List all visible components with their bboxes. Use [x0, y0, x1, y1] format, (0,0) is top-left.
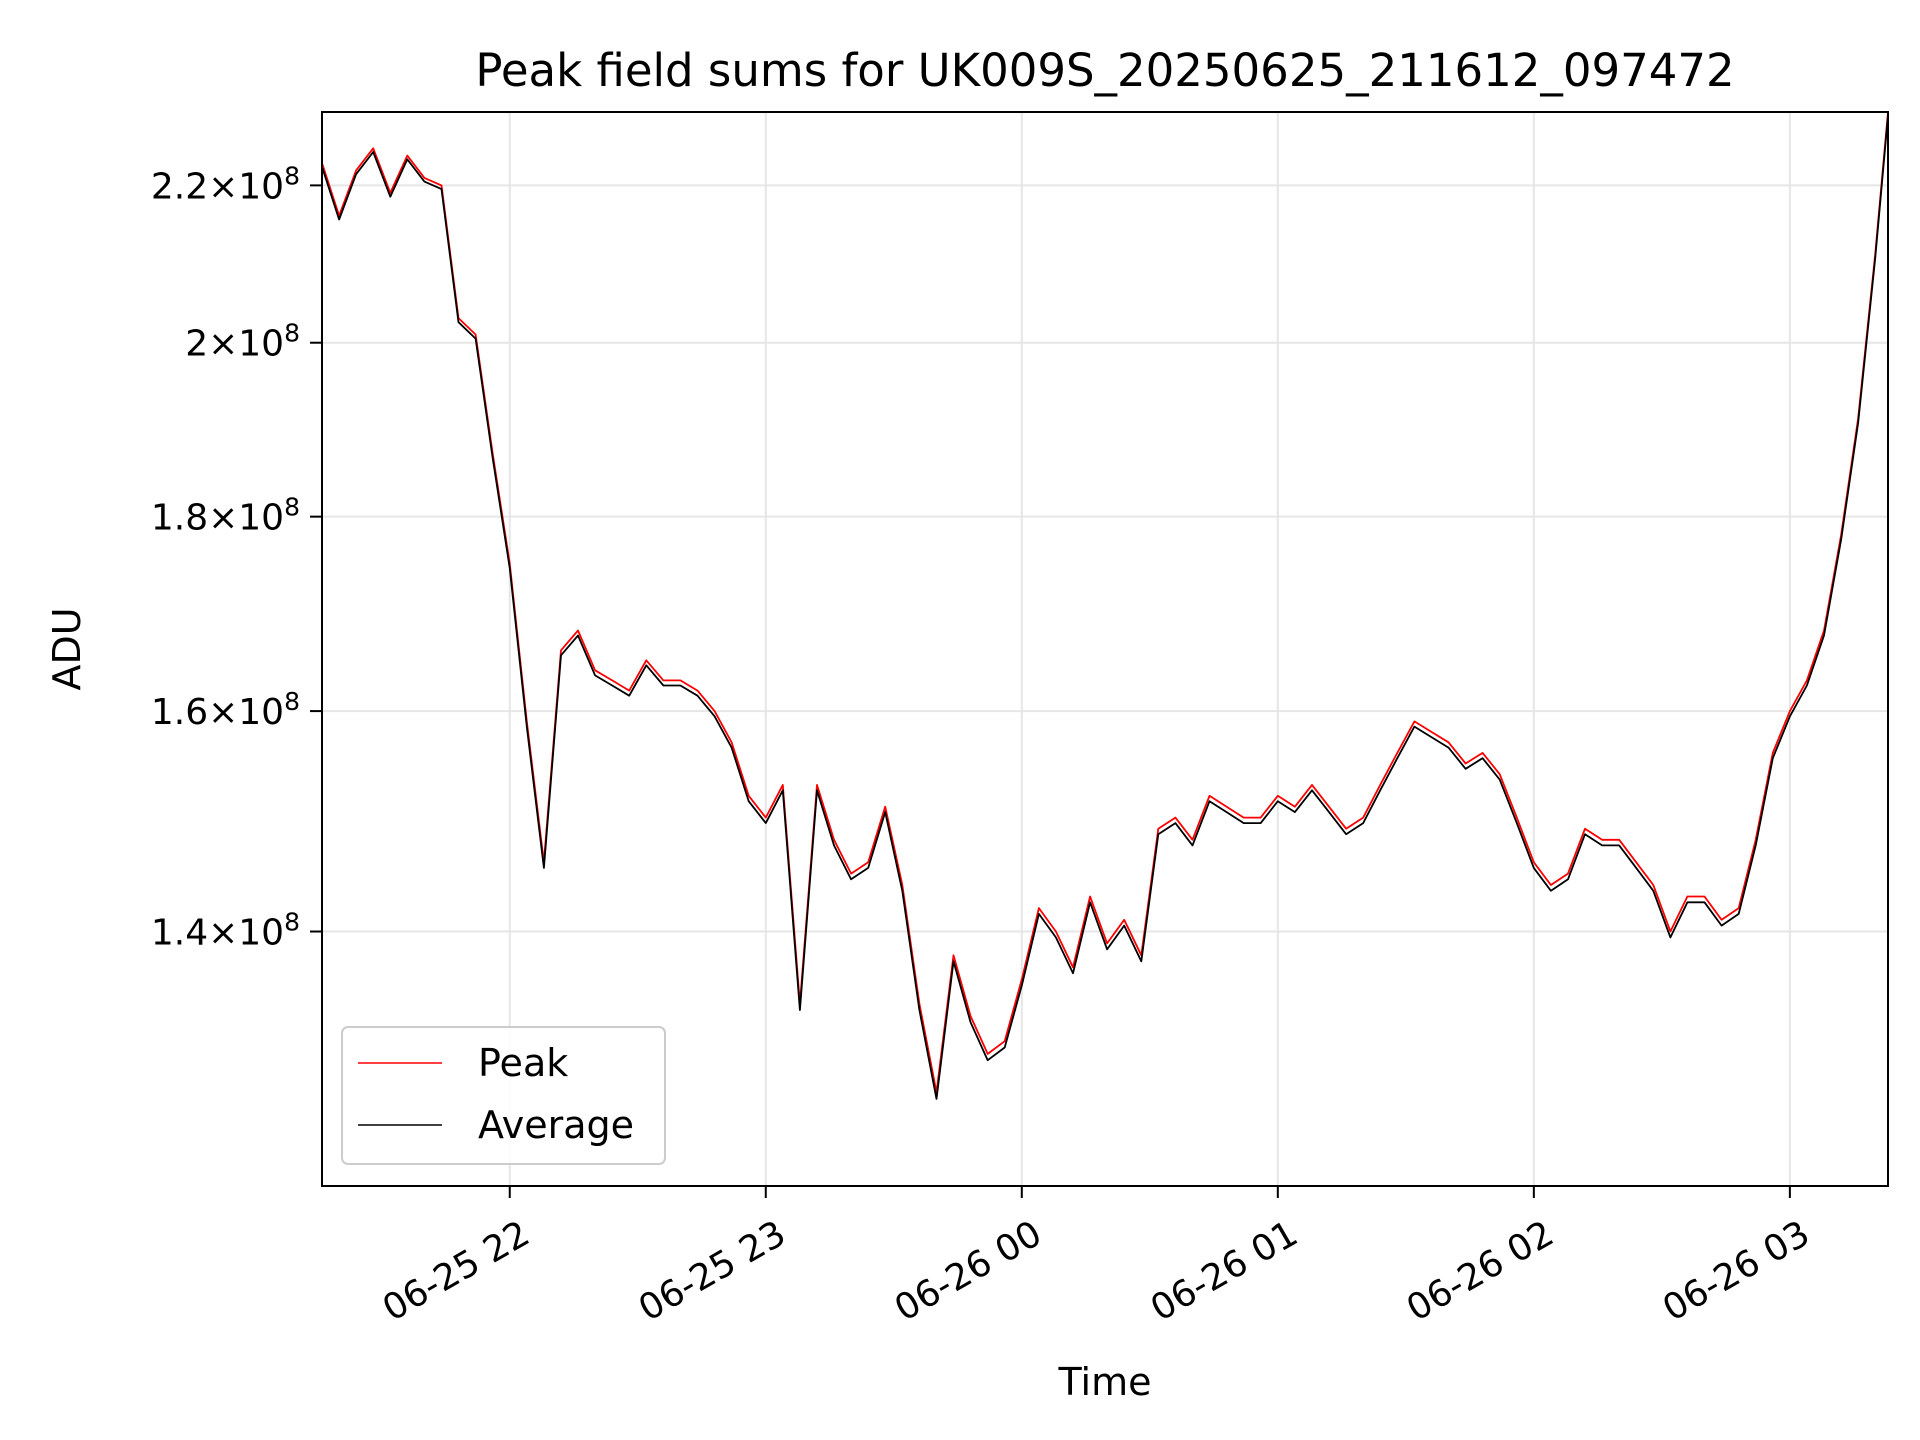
y-tick-label: 2×108: [185, 319, 300, 365]
y-tick-label: 1.8×108: [151, 493, 300, 539]
y-tick-label: 1.4×108: [151, 908, 300, 954]
legend-label-peak: Peak: [478, 1041, 568, 1085]
legend-label-average: Average: [478, 1103, 634, 1147]
y-axis-ticks: 1.4×108 1.6×108 1.8×108 2×108 2.2×108: [151, 161, 322, 954]
grid-lines: [322, 112, 1888, 1186]
series-line-average: [321, 115, 1889, 1100]
x-axis-label: Time: [1058, 1360, 1152, 1404]
plot-frame: [321, 111, 1889, 1187]
chart-title: Peak field sums for UK009S_20250625_2116…: [475, 44, 1734, 97]
y-tick-label: 2.2×108: [151, 161, 300, 207]
legend-box: [341, 1026, 666, 1165]
legend: Peak Average: [341, 1026, 666, 1165]
y-axis-label: ADU: [45, 607, 89, 690]
series-lines: [321, 111, 1889, 1100]
series-line-peak: [321, 111, 1889, 1094]
y-tick-label: 1.6×108: [151, 687, 300, 733]
